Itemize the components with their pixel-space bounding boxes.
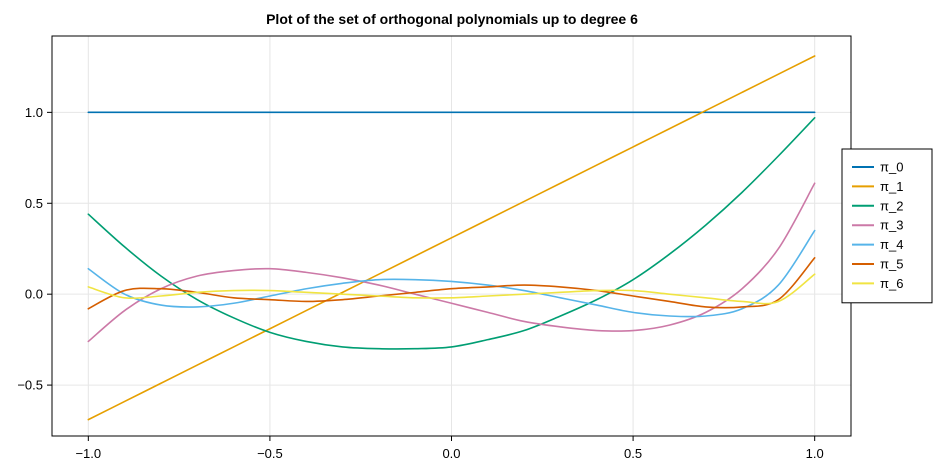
series-line-4 (87, 229, 816, 318)
series-line-3 (87, 182, 816, 343)
y-tick-label: −0.5 (17, 378, 43, 393)
x-tick-label: 0.5 (624, 446, 642, 461)
legend-label: π_6 (880, 276, 903, 291)
axis-ticks: −1.0 −0.5 0.0 0.5 1.0 −0.5 0.0 0.5 1.0 (17, 105, 823, 461)
legend-label: π_3 (880, 218, 903, 233)
legend-label: π_0 (880, 160, 903, 175)
legend-label: π_1 (880, 179, 903, 194)
series-line-5 (87, 257, 816, 310)
series-line-2 (87, 117, 816, 350)
series-line-6 (87, 273, 816, 305)
x-tick-label: 1.0 (806, 446, 824, 461)
legend: π_0 π_1 π_2 π_3 π_4 π_5 π_6 (841, 148, 933, 304)
plot-lines (87, 55, 816, 421)
y-tick-label: 0.5 (25, 196, 43, 211)
chart-title: Plot of the set of orthogonal polynomial… (266, 11, 638, 27)
grid (52, 36, 851, 436)
y-tick-label: 0.0 (25, 287, 43, 302)
legend-label: π_5 (880, 257, 903, 272)
x-tick-label: −0.5 (257, 446, 283, 461)
y-tick-label: 1.0 (25, 105, 43, 120)
x-tick-label: 0.0 (442, 446, 460, 461)
legend-label: π_2 (880, 198, 903, 213)
x-tick-label: −1.0 (75, 446, 101, 461)
legend-label: π_4 (880, 237, 903, 252)
series-line-1 (87, 55, 816, 421)
